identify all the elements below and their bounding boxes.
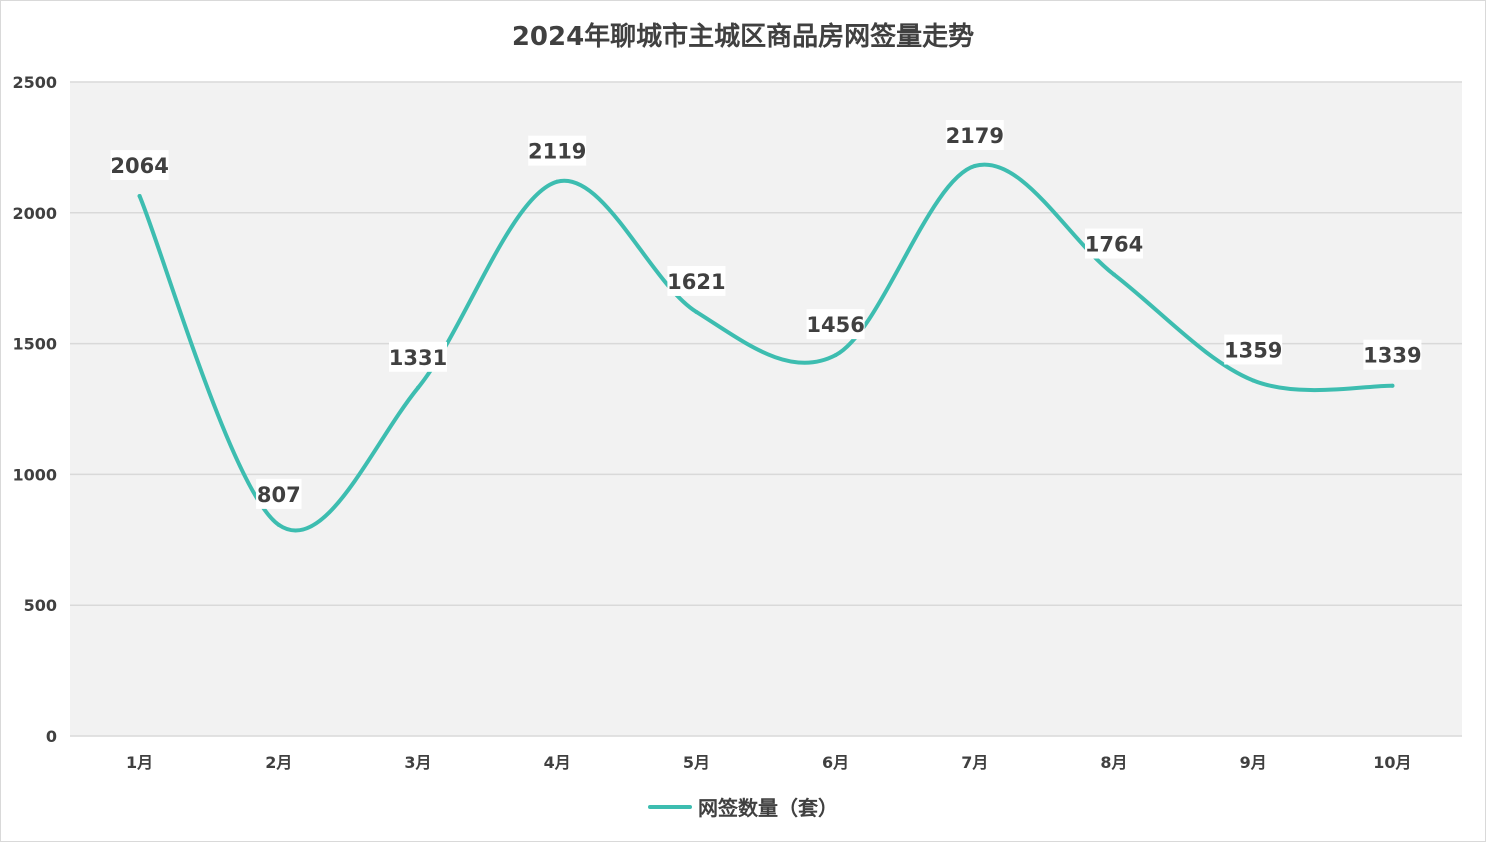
y-axis: 0 500 1000 1500 2000 2500 [12,73,57,746]
data-point [1112,272,1116,277]
data-label: 2064 [110,154,168,178]
data-label-bg [110,150,169,181]
data-point [276,522,281,527]
data-point [1251,378,1256,383]
x-tick-label: 1月 [126,753,153,772]
data-point [972,163,977,168]
x-tick-label: 8月 [1100,753,1127,772]
data-point [694,309,699,314]
x-tick-label: 2月 [265,753,292,772]
data-label-bg [1224,334,1283,365]
data-label-bg [256,478,302,509]
data-label: 1331 [389,346,447,370]
data-label-bg [945,119,1004,150]
data-label-bg [528,135,587,166]
data-label: 1621 [667,270,725,294]
x-tick-label: 9月 [1240,753,1267,772]
series-line [137,162,1395,533]
chart-title: 2024年聊城市主城区商品房网签量走势 [511,22,975,52]
data-point [1390,383,1395,388]
data-label: 1764 [1085,233,1143,257]
x-tick-label: 5月 [683,753,710,772]
data-point [416,385,420,390]
data-label: 1339 [1363,344,1421,368]
y-tick-label: 0 [46,727,57,746]
y-tick-label: 1500 [12,335,57,354]
data-point [137,194,142,199]
data-labels: 2064 807 1331 2119 1621 1456 2179 1764 1359 1339 [110,119,1422,509]
x-tick-label: 4月 [544,753,571,772]
legend-swatch [648,804,692,809]
data-label: 1456 [806,313,864,337]
data-label: 2119 [528,140,586,164]
x-tick-label: 3月 [404,753,431,772]
legend-label: 网签数量（套） [698,796,838,820]
x-tick-label: 6月 [822,753,849,772]
data-label: 2179 [946,124,1004,148]
data-label: 807 [257,483,301,507]
legend: 网签数量（套） [0,792,1486,821]
y-tick-label: 1000 [12,465,57,484]
data-label-bg [389,341,447,372]
data-point [555,179,560,184]
data-label-bg [806,309,865,340]
data-label-bg [1085,228,1143,259]
data-label: 1359 [1224,338,1282,362]
x-tick-label: 10月 [1373,753,1411,772]
y-tick-label: 2000 [12,204,57,223]
data-point [833,353,838,358]
data-label-bg [667,265,726,296]
data-label-bg [1363,339,1422,370]
series-line-group [137,162,1395,533]
y-tick-label: 500 [24,596,57,615]
x-tick-label: 7月 [961,753,988,772]
plot-area [70,82,1462,736]
y-tick-label: 2500 [12,73,57,92]
x-axis: 1月 2月 3月 4月 5月 6月 7月 8月 9月 10月 [126,753,1412,772]
